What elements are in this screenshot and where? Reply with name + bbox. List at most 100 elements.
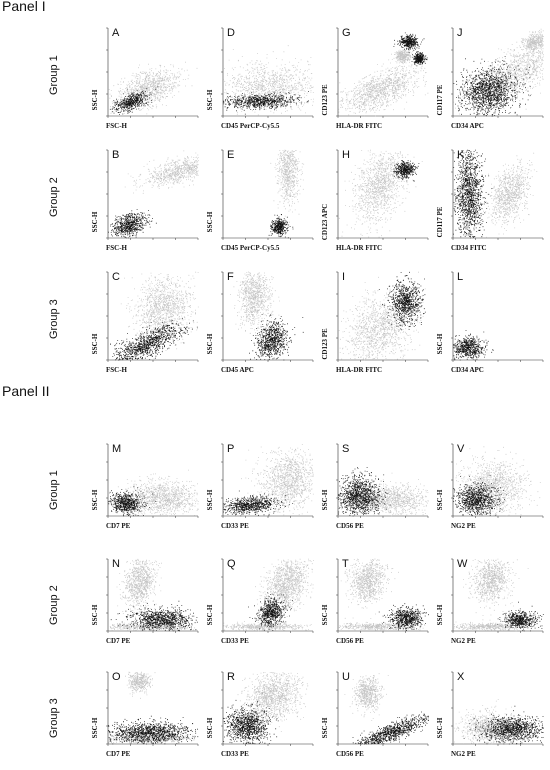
y-axis-label: CD117 PE bbox=[436, 84, 444, 116]
x-axis-label: NG2 PE bbox=[451, 637, 476, 645]
plot-svg-t bbox=[336, 558, 429, 633]
gray-population-0 bbox=[125, 671, 156, 699]
dark-population-0 bbox=[268, 214, 294, 239]
plot-svg-a bbox=[106, 27, 199, 118]
plot-svg-q bbox=[221, 558, 314, 633]
plot-letter-o: O bbox=[112, 671, 121, 683]
dark-population-0 bbox=[378, 271, 426, 331]
panel-title-2: Panel II bbox=[2, 383, 50, 399]
y-axis-label: CD123 PE bbox=[321, 84, 329, 116]
plot-letter-t: T bbox=[342, 558, 349, 570]
x-axis-label: CD56 PE bbox=[336, 637, 364, 645]
x-axis-label: CD56 PE bbox=[336, 522, 364, 530]
gray-population-0 bbox=[108, 61, 198, 115]
y-axis-label: SSC-H bbox=[91, 489, 99, 511]
x-axis-label: HLA-DR FITC bbox=[336, 122, 383, 130]
plot-svg-b bbox=[106, 149, 199, 240]
dark-population-0 bbox=[453, 330, 494, 361]
scatter-plot-d: D CD45 PerCP-Cy5.5 SSC-H bbox=[206, 26, 315, 130]
dark-population-0 bbox=[109, 86, 159, 115]
y-axis-label: SSC-H bbox=[91, 604, 99, 626]
x-axis-label: NG2 PE bbox=[451, 750, 476, 758]
scatter-plot-b: B FSC-H SSC-H bbox=[91, 148, 200, 252]
y-axis-label: SSC-H bbox=[206, 717, 214, 739]
plot-letter-m: M bbox=[112, 443, 122, 455]
scatter-plot-i: I HLA-DR FITC CD123 PE bbox=[321, 270, 430, 374]
group-label-2-panel-1: Group 2 bbox=[48, 177, 60, 217]
plot-letter-v: V bbox=[457, 443, 465, 455]
gray-population-1 bbox=[453, 619, 534, 632]
group-label-1-panel-2: Group 1 bbox=[48, 470, 60, 510]
x-axis-label: FSC-H bbox=[106, 122, 127, 130]
plot-svg-v bbox=[451, 443, 544, 518]
plot-svg-o bbox=[106, 671, 199, 746]
scatter-plot-h: H HLA-DR FITC CD123 APC bbox=[321, 148, 430, 252]
plot-letter-x: X bbox=[457, 671, 465, 683]
gray-population-0 bbox=[109, 469, 199, 517]
scatter-plot-c: C FSC-H SSC-H bbox=[91, 270, 200, 374]
dark-population-0 bbox=[453, 474, 507, 517]
y-axis-label: SSC-H bbox=[206, 89, 214, 111]
plot-svg-r bbox=[221, 671, 314, 746]
plot-letter-a: A bbox=[112, 27, 120, 39]
scatter-plot-w: W NG2 PE SSC-H bbox=[436, 557, 545, 645]
dark-population-0 bbox=[352, 711, 429, 745]
y-axis-label: SSC-H bbox=[321, 604, 329, 626]
x-axis-label: FSC-H bbox=[106, 244, 127, 252]
plot-svg-i bbox=[336, 271, 429, 362]
plot-letter-u: U bbox=[342, 671, 350, 683]
x-axis-label: CD33 PE bbox=[221, 522, 249, 530]
plot-letter-n: N bbox=[112, 558, 120, 570]
x-axis-label: CD45 PerCP-Cy5.5 bbox=[221, 122, 280, 130]
y-axis-label: SSC-H bbox=[321, 489, 329, 511]
dark-population-0 bbox=[108, 715, 199, 745]
group-label-2-panel-2: Group 2 bbox=[48, 585, 60, 625]
y-axis-label: SSC-H bbox=[206, 333, 214, 355]
dark-population-0 bbox=[393, 32, 425, 54]
scatter-plot-q: Q CD33 PE SSC-H bbox=[206, 557, 315, 645]
gray-population-0 bbox=[338, 149, 423, 238]
plot-svg-d bbox=[221, 27, 314, 118]
dark-population-0 bbox=[497, 601, 544, 632]
x-axis-label: CD45 PerCP-Cy5.5 bbox=[221, 244, 280, 252]
dark-population-0 bbox=[392, 160, 420, 182]
x-axis-label: HLA-DR FITC bbox=[336, 244, 383, 252]
scatter-plot-s: S CD56 PE SSC-H bbox=[321, 442, 430, 530]
plot-svg-w bbox=[451, 558, 544, 633]
scatter-plot-m: M CD7 PE SSC-H bbox=[91, 442, 200, 530]
gray-population-0 bbox=[241, 444, 314, 516]
scatter-plot-t: T CD56 PE SSC-H bbox=[321, 557, 430, 645]
dark-population-0 bbox=[110, 317, 198, 361]
x-axis-label: CD45 APC bbox=[221, 366, 254, 374]
plot-letter-f: F bbox=[227, 271, 234, 283]
group-label-3-panel-2: Group 3 bbox=[48, 698, 60, 738]
y-axis-label: SSC-H bbox=[206, 489, 214, 511]
plot-letter-k: K bbox=[457, 149, 465, 161]
gray-population-0 bbox=[340, 558, 399, 619]
scatter-plot-j: J CD34 APC CD117 PE bbox=[436, 26, 545, 130]
dark-population-0 bbox=[453, 56, 531, 117]
gray-population-0 bbox=[344, 673, 389, 721]
scatter-plot-g: G HLA-DR FITC CD123 PE bbox=[321, 26, 430, 130]
gray-population-0 bbox=[124, 150, 199, 194]
gray-population-0 bbox=[230, 271, 280, 335]
plot-letter-w: W bbox=[457, 558, 468, 570]
x-axis-label: CD33 PE bbox=[221, 637, 249, 645]
plot-letter-j: J bbox=[457, 27, 463, 39]
plot-svg-e bbox=[221, 149, 314, 240]
dark-population-0 bbox=[453, 149, 493, 239]
dark-population-1 bbox=[411, 51, 428, 67]
dark-population-0 bbox=[223, 490, 294, 517]
x-axis-label: CD56 PE bbox=[336, 750, 364, 758]
scatter-plot-v: V NG2 PE SSC-H bbox=[436, 442, 545, 530]
y-axis-label: CD123 PE bbox=[321, 328, 329, 360]
y-axis-label: SSC-H bbox=[436, 489, 444, 511]
dark-population-0 bbox=[249, 314, 304, 361]
y-axis-label: SSC-H bbox=[436, 717, 444, 739]
plot-svg-p bbox=[221, 443, 314, 518]
plot-letter-i: I bbox=[342, 271, 346, 283]
dark-population-0 bbox=[110, 600, 198, 632]
y-axis-label: SSC-H bbox=[436, 333, 444, 355]
gray-population-0 bbox=[478, 152, 538, 238]
plot-svg-h bbox=[336, 149, 429, 240]
